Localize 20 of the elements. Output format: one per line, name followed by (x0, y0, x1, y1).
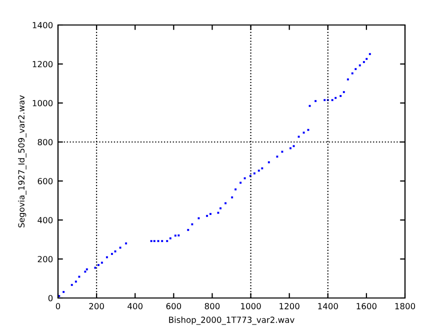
x-tick-label: 200 (89, 303, 104, 310)
y-tick-label: 1000 (32, 100, 53, 106)
y-axis-title: Segovia_1927_Id_509_var2.wav (18, 95, 26, 228)
y-tick-label: 600 (38, 178, 53, 184)
x-tick-label: 600 (166, 303, 182, 310)
y-tick-label: 200 (38, 256, 53, 262)
y-tick-label: 800 (38, 138, 53, 146)
y-tick-label: 400 (38, 216, 53, 224)
x-tick-label: 400 (128, 303, 143, 310)
x-tick-label: 1600 (356, 303, 376, 310)
x-tick-label: 1200 (280, 303, 300, 310)
x-tick-label: 0 (56, 303, 60, 310)
x-tick-label: 1800 (395, 303, 416, 310)
y-tick-label: 1200 (32, 60, 53, 68)
y-tick-label: 1400 (32, 22, 53, 28)
y-tick-label: 0 (48, 294, 53, 302)
x-tick-label: 1400 (318, 303, 338, 310)
x-tick-label: 800 (204, 303, 220, 310)
x-axis-title: Bishop_2000_1T773_var2.wav (169, 316, 294, 325)
x-tick-label: 1000 (241, 303, 261, 310)
